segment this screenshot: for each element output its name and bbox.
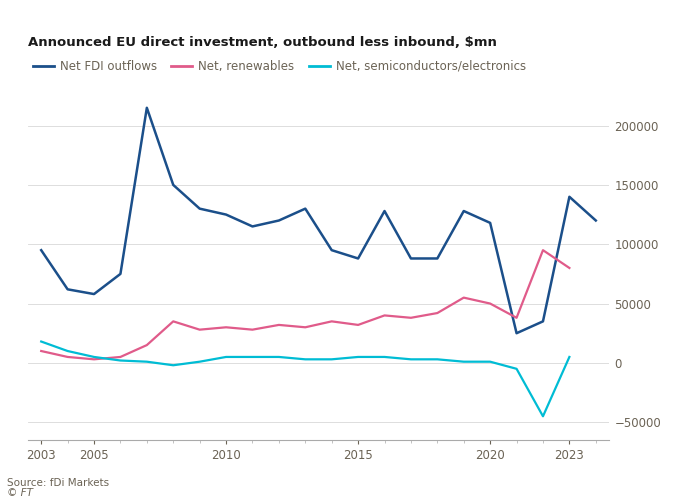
Text: © FT: © FT	[7, 488, 33, 498]
Legend: Net FDI outflows, Net, renewables, Net, semiconductors/electronics: Net FDI outflows, Net, renewables, Net, …	[28, 55, 531, 78]
Text: Announced EU direct investment, outbound less inbound, $mn: Announced EU direct investment, outbound…	[28, 36, 497, 49]
Text: Source: fDi Markets: Source: fDi Markets	[7, 478, 109, 488]
